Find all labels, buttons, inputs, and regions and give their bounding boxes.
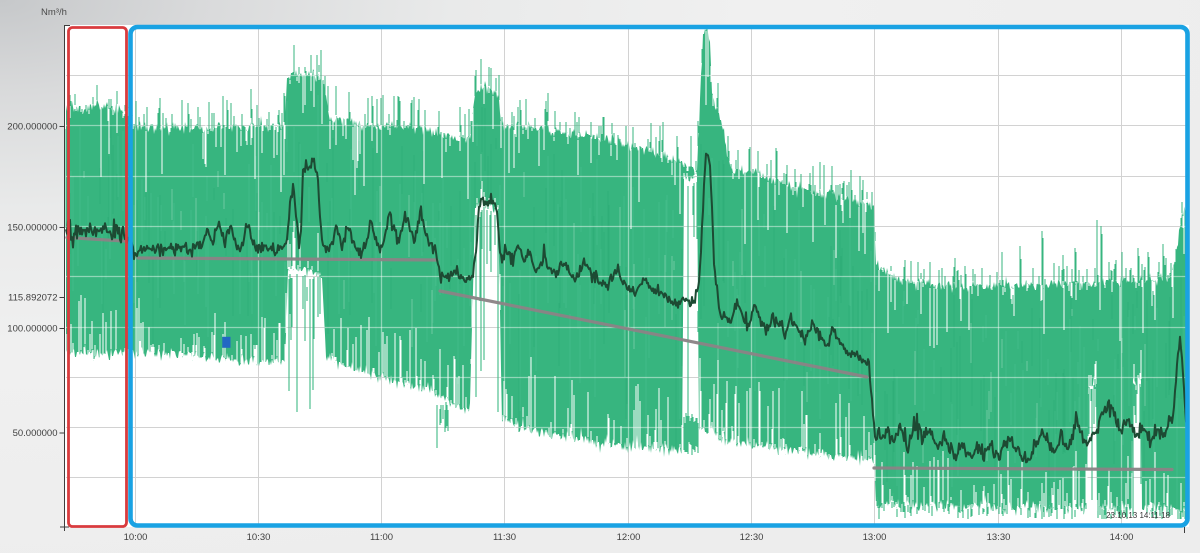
svg-text:150.000000: 150.000000 <box>7 223 57 234</box>
svg-text:13:00: 13:00 <box>863 532 887 543</box>
svg-text:12:30: 12:30 <box>740 532 764 543</box>
svg-text:115.892072: 115.892072 <box>8 293 58 304</box>
svg-text:50.000000: 50.000000 <box>13 428 58 439</box>
svg-text:13:30: 13:30 <box>987 532 1011 543</box>
svg-text:10:00: 10:00 <box>124 532 148 543</box>
svg-text:14:00: 14:00 <box>1110 532 1134 543</box>
svg-text:100.000000: 100.000000 <box>7 324 57 335</box>
svg-text:Nm³/h: Nm³/h <box>41 7 67 18</box>
svg-text:12:00: 12:00 <box>617 532 641 543</box>
svg-text:200.000000: 200.000000 <box>7 122 57 133</box>
svg-text:10:30: 10:30 <box>247 532 271 543</box>
svg-text:11:30: 11:30 <box>493 532 516 543</box>
svg-text:23.10.13 14:11:18: 23.10.13 14:11:18 <box>1106 511 1170 520</box>
svg-text:11:00: 11:00 <box>370 532 393 543</box>
